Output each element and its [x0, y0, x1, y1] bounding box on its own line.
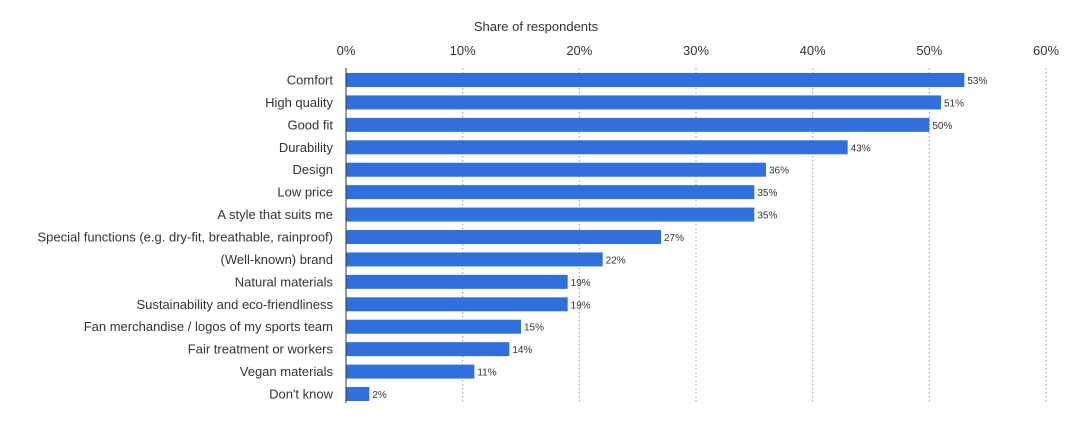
value-label: 35% [757, 188, 777, 199]
x-tick-label: 20% [566, 43, 592, 58]
bar [346, 230, 661, 245]
bar [346, 140, 848, 155]
value-label: 2% [372, 390, 387, 401]
value-label: 50% [932, 121, 952, 132]
x-tick-labels: 0% 10% 20% 30% 40% 50% 60% [337, 43, 1060, 58]
bar [346, 252, 603, 267]
value-label: 43% [851, 143, 871, 154]
category-label: Don't know [269, 387, 334, 402]
category-label: Comfort [287, 73, 334, 88]
bar [346, 387, 370, 402]
x-tick-label: 60% [1033, 43, 1059, 58]
bar [346, 95, 941, 110]
value-label: 22% [606, 255, 626, 266]
value-labels: 53%51% 50% 43% 36% 35% 35% 27% 22% 19% 19% 15% 14% 1… [372, 76, 987, 401]
value-label: 11% [477, 368, 496, 379]
value-label: 15% [524, 323, 544, 334]
category-label: Fan merchandise / logos of my sports tea… [84, 319, 333, 334]
bar [346, 364, 475, 379]
bar [346, 117, 930, 132]
category-label: Good fit [287, 117, 333, 132]
value-label: 35% [757, 211, 777, 222]
category-label: Design [293, 162, 333, 177]
category-label: Natural materials [235, 274, 334, 289]
category-label: Fair treatment or workers [188, 342, 334, 357]
x-tick-label: 30% [683, 43, 709, 58]
value-label: 53% [967, 76, 987, 87]
bar [346, 274, 568, 289]
category-label: High quality [265, 95, 333, 110]
category-labels: Comfort High quality Good fit Durability Des… [37, 73, 333, 402]
category-label: Low price [277, 185, 333, 200]
bar [346, 342, 510, 357]
category-label: Sustainability and eco-friendliness [136, 297, 333, 312]
x-tick-label: 0% [337, 43, 356, 58]
bar [346, 297, 568, 312]
value-label: 36% [769, 166, 789, 177]
bar [346, 185, 755, 200]
value-label: 14% [512, 345, 532, 356]
value-label: 19% [571, 278, 591, 289]
value-label: 27% [664, 233, 684, 244]
bar [346, 73, 965, 87]
category-label: Vegan materials [240, 364, 334, 379]
bars [346, 73, 965, 402]
category-label: Durability [279, 140, 334, 155]
value-label: 19% [571, 300, 591, 311]
x-tick-label: 40% [800, 43, 826, 58]
x-tick-label: 10% [450, 43, 476, 58]
bar [346, 207, 755, 222]
x-tick-label: 50% [916, 43, 942, 58]
bar [346, 319, 521, 334]
x-axis-title: Share of respondents [474, 19, 599, 34]
category-label: (Well-known) brand [221, 252, 333, 267]
category-label: Special functions (e.g. dry-fit, breatha… [37, 230, 333, 245]
category-label: A style that suits me [217, 207, 333, 222]
bar [346, 162, 766, 177]
value-label: 51% [944, 98, 964, 109]
